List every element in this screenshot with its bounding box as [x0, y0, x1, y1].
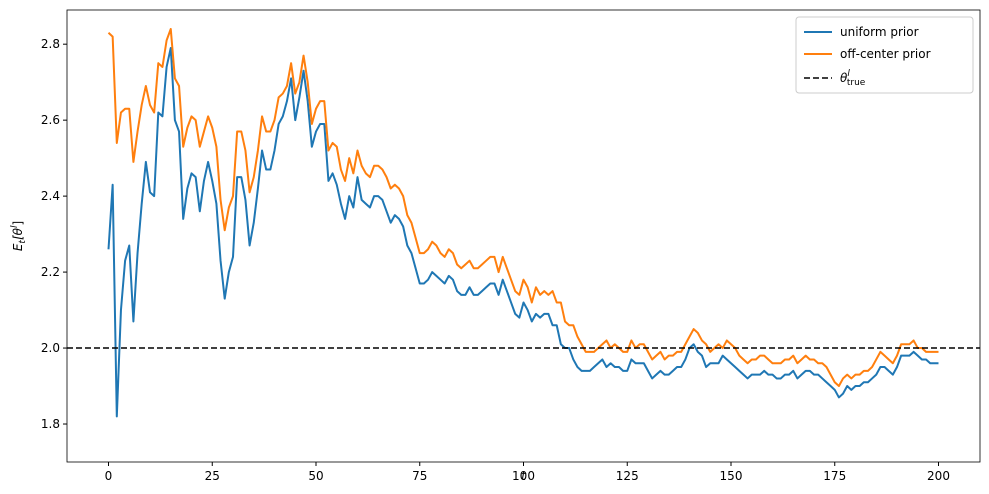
- y-tick-label: 2.2: [41, 265, 60, 279]
- legend-label: off-center prior: [840, 47, 931, 61]
- x-tick-label: 50: [308, 469, 323, 483]
- y-tick-label: 1.8: [41, 417, 60, 431]
- plot-frame: [66, 9, 981, 463]
- y-tick-label: 2.8: [41, 37, 60, 51]
- x-tick-label: 25: [205, 469, 220, 483]
- y-label-close: ]: [11, 221, 25, 226]
- x-tick-label: 200: [927, 469, 950, 483]
- x-tick-label: 100: [512, 469, 535, 483]
- x-axis-label: t: [521, 469, 527, 483]
- plot-area: [67, 27, 980, 418]
- y-tick-label: 2.4: [41, 189, 60, 203]
- x-tick-label: 150: [720, 469, 743, 483]
- legend-label: θl true: [840, 69, 866, 88]
- y-label-main: E: [11, 243, 25, 251]
- y-label-sup: l: [10, 225, 20, 228]
- legend-label-sup: l: [847, 69, 850, 79]
- x-tick-label: 0: [105, 469, 113, 483]
- y-label-sub: t: [18, 240, 28, 244]
- y-tick-label: 2.0: [41, 341, 60, 355]
- x-tick-label: 125: [616, 469, 639, 483]
- series-line: [107, 46, 939, 418]
- legend-label-sub: true: [847, 78, 866, 88]
- x-tick-label: 175: [823, 469, 846, 483]
- y-axis-label: Et[θl]: [10, 221, 28, 251]
- series-line: [107, 27, 939, 388]
- legend-label: uniform prior: [840, 25, 919, 39]
- y-label-open: [θ: [11, 227, 25, 240]
- legend-box: [795, 16, 974, 94]
- x-tick-label: 75: [412, 469, 427, 483]
- y-tick-label: 2.6: [41, 113, 60, 127]
- legend-label-main: θ: [840, 71, 848, 85]
